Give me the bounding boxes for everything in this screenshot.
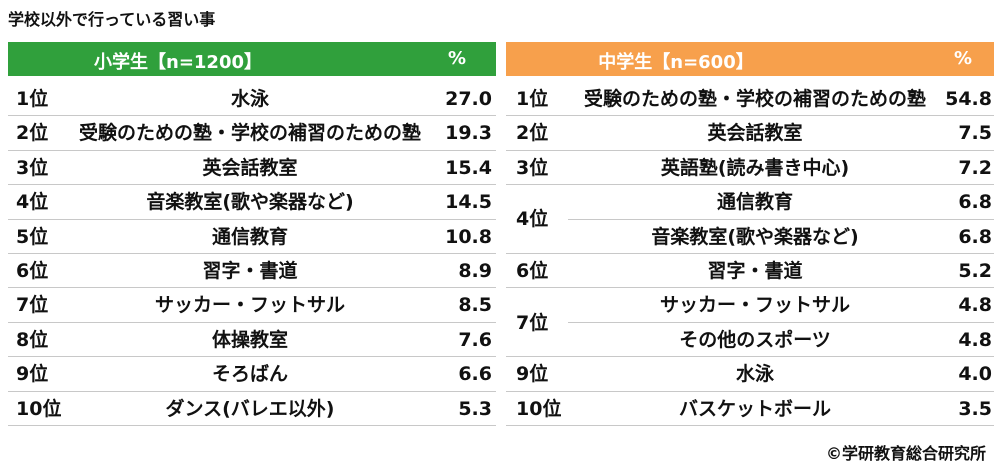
item: 習字・書道 — [202, 260, 298, 282]
value: 27.0 — [445, 88, 492, 110]
row-line — [506, 287, 994, 289]
row-line — [8, 287, 496, 289]
item: 受験のための塾・学校の補習のための塾 — [583, 88, 926, 110]
rank: 10位 — [16, 397, 62, 420]
item: 習字・書道 — [707, 260, 803, 282]
rank: 1位 — [516, 88, 549, 110]
value: 6.6 — [458, 363, 492, 386]
rank: 1位 — [16, 88, 49, 110]
row-line — [568, 218, 994, 220]
item: 受験のための塾・学校の補習のための塾 — [78, 122, 421, 145]
item: 水泳 — [230, 88, 269, 110]
row-line — [8, 149, 496, 151]
row-line — [8, 321, 496, 323]
right-unit: % — [954, 48, 973, 69]
footer: ©学研教育総合研究所 — [825, 444, 986, 463]
value: 15.4 — [445, 156, 492, 179]
rank: 9位 — [16, 363, 49, 386]
rank: 7位 — [16, 294, 49, 317]
item: 体操教室 — [211, 328, 288, 351]
left-unit: % — [448, 48, 467, 69]
value: 7.5 — [958, 122, 992, 145]
value: 4.8 — [958, 328, 992, 351]
item: 英会話教室 — [707, 122, 803, 145]
item: サッカー・フットサル — [154, 294, 345, 317]
value: 5.3 — [458, 397, 492, 420]
value: 6.8 — [958, 191, 992, 214]
title: 学校以外で行っている習い事 — [8, 10, 216, 29]
row-line — [8, 425, 496, 426]
value: 5.2 — [958, 260, 992, 282]
value: 3.5 — [958, 397, 992, 420]
row-line — [8, 356, 496, 358]
row-line — [506, 253, 994, 254]
row-line — [506, 184, 994, 186]
row-line — [8, 115, 496, 117]
value: 8.9 — [458, 260, 492, 282]
row-line — [8, 253, 496, 254]
item: 英語塾(読み書き中心) — [660, 156, 850, 179]
row-line — [506, 356, 994, 358]
item: そろばん — [211, 363, 288, 386]
rank: 6位 — [516, 260, 549, 282]
left-group: 小学生【n=1200】 — [94, 52, 262, 73]
item: ダンス(バレエ以外) — [165, 397, 335, 420]
rank: 7位 — [516, 311, 549, 334]
value: 54.8 — [945, 88, 992, 110]
rank: 2位 — [516, 122, 549, 145]
row-line — [8, 218, 496, 220]
row-line — [506, 425, 994, 426]
value: 19.3 — [445, 122, 492, 145]
value: 4.8 — [958, 294, 992, 317]
rank: 9位 — [516, 363, 549, 386]
item: その他のスポーツ — [679, 328, 831, 351]
value: 4.0 — [958, 363, 992, 386]
item: 音楽教室(歌や楽器など) — [651, 225, 859, 248]
rank: 10位 — [516, 397, 562, 420]
value: 6.8 — [958, 225, 992, 248]
row-line — [568, 321, 994, 323]
value: 8.5 — [458, 294, 492, 317]
left-header: 小学生【n=1200】 % — [8, 42, 496, 76]
right-header: 中学生【n=600】 % — [506, 42, 994, 76]
row-line — [8, 184, 496, 186]
value: 7.6 — [458, 328, 492, 351]
item: 通信教育 — [211, 225, 288, 248]
item: 英会話教室 — [202, 156, 298, 179]
rank: 5位 — [16, 225, 49, 248]
rank: 8位 — [16, 328, 49, 351]
value: 7.2 — [958, 156, 992, 179]
rank: 3位 — [16, 156, 49, 179]
rank: 4位 — [16, 191, 49, 214]
right-group: 中学生【n=600】 — [598, 52, 754, 73]
item: サッカー・フットサル — [659, 294, 850, 317]
item: バスケットボール — [678, 397, 831, 420]
value: 14.5 — [445, 191, 492, 214]
item: 音楽教室(歌や楽器など) — [146, 191, 354, 214]
rank: 4位 — [516, 208, 549, 231]
row-line — [506, 390, 994, 392]
row-line — [506, 115, 994, 117]
row-line — [8, 390, 496, 392]
rank: 2位 — [16, 122, 49, 145]
value: 10.8 — [445, 225, 492, 248]
item: 通信教育 — [716, 191, 793, 214]
item: 水泳 — [735, 363, 774, 386]
rank: 3位 — [516, 156, 549, 179]
rank: 6位 — [16, 260, 49, 282]
row-line — [506, 149, 994, 151]
